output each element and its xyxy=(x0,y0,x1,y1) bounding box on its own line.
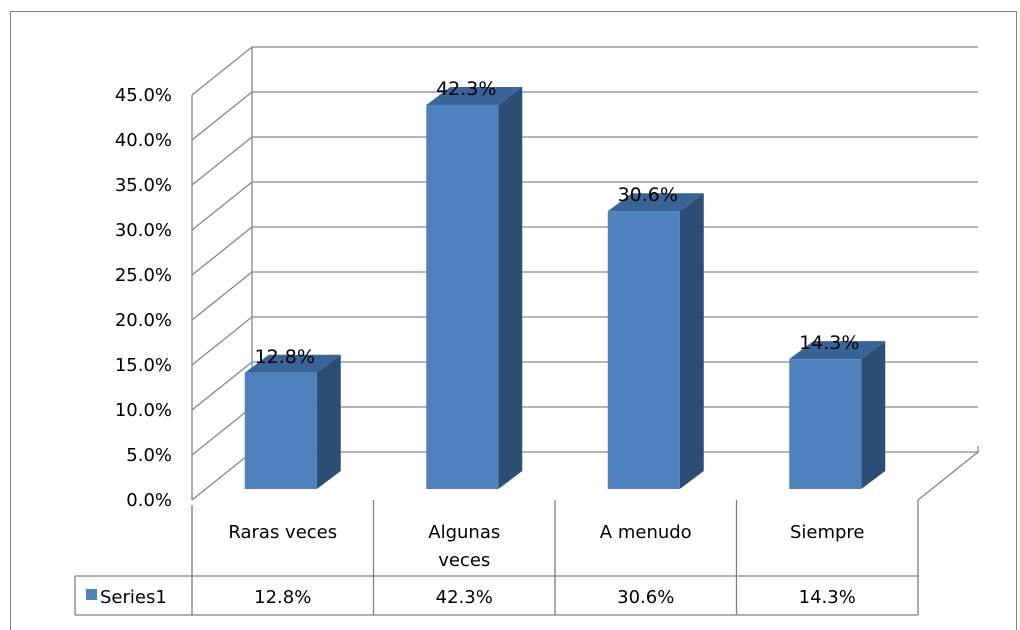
bar-side-face xyxy=(679,193,704,489)
data-label: 14.3% xyxy=(799,332,859,354)
bar-top-face xyxy=(607,193,704,212)
bar-2 xyxy=(426,87,523,489)
x-category-label: veces xyxy=(438,550,490,571)
x-category-label: A menudo xyxy=(600,522,692,543)
data-table: Raras veces 12.8% Algunas veces 42.3% A menud… xyxy=(74,500,919,616)
chart-border xyxy=(10,11,1017,630)
bar-front-face xyxy=(244,372,317,489)
table-value-cell: 12.8% xyxy=(254,587,311,608)
bar-front-face xyxy=(607,211,680,489)
x-category-label: Raras veces xyxy=(228,522,337,543)
gridlines xyxy=(191,46,980,501)
data-label: 30.6% xyxy=(618,184,678,206)
y-tick-label: 10.0% xyxy=(115,400,172,421)
y-tick-label: 0.0% xyxy=(126,490,172,511)
y-tick-label: 5.0% xyxy=(126,445,172,466)
gridline xyxy=(191,136,978,186)
bar-1 xyxy=(244,354,341,489)
table-value-cell: 14.3% xyxy=(799,587,856,608)
y-tick-label: 45.0% xyxy=(115,85,172,106)
table-value-cell: 42.3% xyxy=(436,587,493,608)
legend-swatch xyxy=(86,589,97,600)
gridline xyxy=(191,91,978,141)
y-axis: 0.0% 5.0% 10.0% 15.0% 20.0% 25.0% 30.0% 35.0% 40… xyxy=(115,85,172,511)
y-tick-label: 15.0% xyxy=(115,355,172,376)
y-tick-label: 35.0% xyxy=(115,175,172,196)
gridline xyxy=(191,226,978,276)
data-label: 42.3% xyxy=(436,78,496,100)
y-tick-label: 40.0% xyxy=(115,130,172,151)
bar-side-face xyxy=(861,341,886,489)
bars xyxy=(244,87,886,489)
y-tick-label: 25.0% xyxy=(115,265,172,286)
y-tick-label: 20.0% xyxy=(115,310,172,331)
bar-top-face xyxy=(426,87,523,105)
gridline xyxy=(191,271,978,321)
bar-front-face xyxy=(789,359,862,489)
bar-side-face xyxy=(316,354,341,489)
bar-front-face xyxy=(426,105,499,489)
data-labels: 12.8% 42.3% 30.6% 14.3% xyxy=(255,78,860,368)
x-category-label: Siempre xyxy=(790,522,865,543)
bar-side-face xyxy=(498,87,523,489)
table-value-cell: 30.6% xyxy=(617,587,674,608)
legend-series-name: Series1 xyxy=(100,587,167,608)
data-label: 12.8% xyxy=(255,346,315,368)
bar-top-face xyxy=(789,341,886,360)
bar-4 xyxy=(789,341,886,489)
bar-3 xyxy=(607,193,704,489)
x-category-label: Algunas xyxy=(428,522,500,543)
y-tick-label: 30.0% xyxy=(115,220,172,241)
gridline xyxy=(191,46,978,96)
gridline xyxy=(191,181,978,231)
bar-top-face xyxy=(244,354,341,373)
